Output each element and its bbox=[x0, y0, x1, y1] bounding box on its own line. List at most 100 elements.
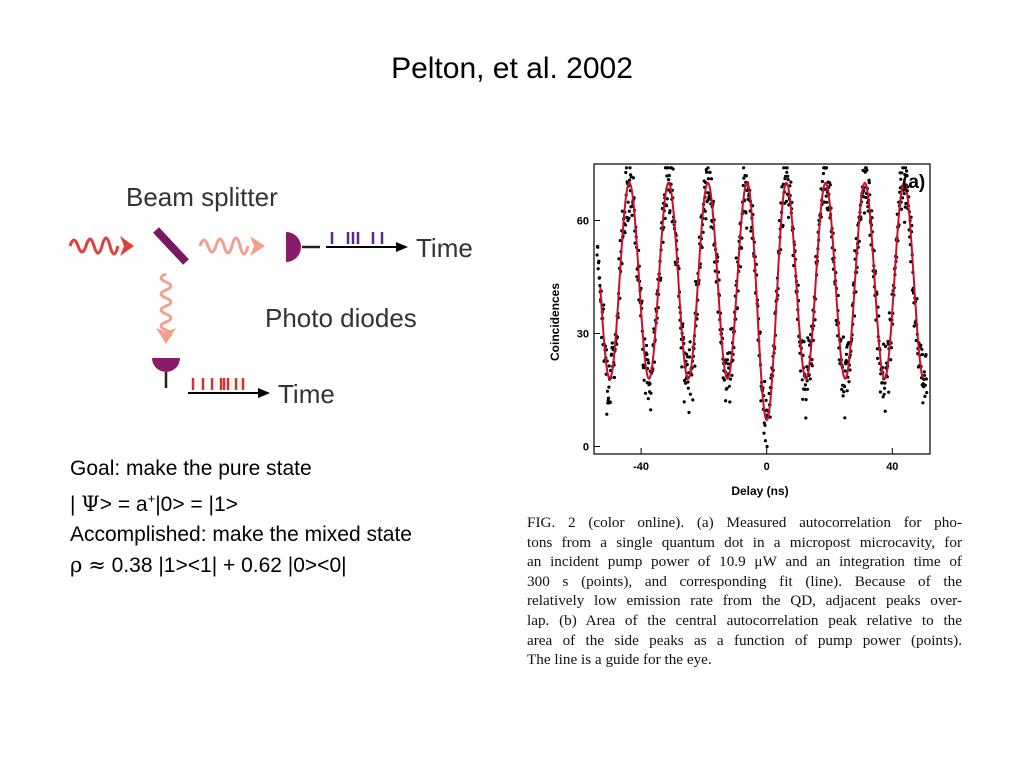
data-point bbox=[624, 170, 628, 175]
data-point bbox=[789, 180, 793, 184]
data-point bbox=[843, 416, 847, 420]
data-point bbox=[867, 178, 871, 182]
bottom-time-arrow-head bbox=[258, 388, 270, 398]
data-point bbox=[627, 209, 631, 213]
x-tick-label: 0 bbox=[764, 461, 770, 473]
data-point bbox=[899, 207, 904, 211]
data-point bbox=[610, 352, 614, 356]
transmitted-arrow-head bbox=[250, 236, 265, 256]
data-point bbox=[805, 379, 809, 383]
data-point bbox=[825, 200, 829, 204]
data-point bbox=[649, 391, 653, 395]
data-point bbox=[803, 387, 807, 392]
data-point bbox=[840, 387, 844, 391]
beam-splitter-label: Beam splitter bbox=[126, 182, 278, 212]
data-point bbox=[635, 275, 639, 279]
data-point bbox=[887, 311, 891, 315]
data-point bbox=[688, 355, 692, 359]
data-point bbox=[688, 392, 692, 396]
data-point bbox=[844, 352, 849, 356]
data-point bbox=[803, 383, 807, 387]
data-point bbox=[920, 347, 924, 351]
data-point bbox=[808, 377, 812, 381]
chart-panel-label: (a) bbox=[902, 172, 925, 193]
data-point bbox=[644, 343, 649, 348]
data-point bbox=[867, 181, 871, 185]
data-point bbox=[804, 398, 808, 402]
data-point bbox=[665, 204, 669, 208]
data-point bbox=[728, 400, 732, 404]
data-point bbox=[805, 387, 810, 391]
data-point bbox=[845, 389, 849, 393]
data-point bbox=[843, 369, 847, 373]
transmitted-photon-wave bbox=[198, 236, 250, 256]
data-point bbox=[608, 400, 612, 404]
data-point bbox=[647, 361, 651, 365]
data-point bbox=[824, 166, 829, 170]
accomplished-line: Accomplished: make the mixed state bbox=[70, 523, 412, 546]
data-point bbox=[607, 385, 611, 389]
data-point bbox=[762, 431, 766, 435]
data-point bbox=[824, 194, 828, 198]
data-point bbox=[883, 409, 887, 413]
data-point bbox=[759, 399, 763, 403]
data-point bbox=[738, 265, 743, 269]
data-point bbox=[663, 216, 667, 221]
data-point bbox=[801, 397, 805, 401]
plot-frame bbox=[593, 163, 931, 455]
data-point bbox=[626, 200, 630, 204]
fit-line bbox=[599, 181, 925, 422]
top-time-label: Time bbox=[416, 233, 473, 263]
data-point bbox=[680, 365, 684, 369]
data-point bbox=[919, 343, 923, 347]
data-point bbox=[861, 195, 866, 199]
data-point bbox=[782, 166, 786, 170]
data-point bbox=[923, 394, 927, 398]
data-point bbox=[826, 208, 830, 212]
data-point bbox=[684, 381, 688, 385]
data-point bbox=[628, 166, 632, 170]
data-point bbox=[842, 385, 847, 389]
data-point bbox=[813, 318, 817, 322]
data-point bbox=[744, 174, 748, 178]
data-point bbox=[605, 412, 609, 416]
data-point bbox=[734, 256, 738, 260]
data-point bbox=[665, 197, 669, 201]
data-point bbox=[668, 209, 672, 213]
data-point bbox=[606, 396, 611, 400]
data-point bbox=[923, 373, 927, 377]
data-point bbox=[730, 373, 734, 377]
caption-line: area of the side peaks as a function of … bbox=[527, 631, 962, 649]
caption-line: relatively low emission rate from the QD… bbox=[527, 592, 962, 610]
data-point bbox=[665, 174, 669, 178]
data-point bbox=[624, 166, 629, 170]
data-point bbox=[728, 377, 733, 381]
data-point bbox=[802, 340, 806, 344]
slide-title: Pelton, et al. 2002 bbox=[391, 52, 633, 85]
data-point bbox=[904, 201, 908, 206]
data-point bbox=[889, 358, 893, 362]
data-point bbox=[805, 365, 809, 369]
data-point bbox=[848, 368, 852, 372]
data-point bbox=[822, 200, 826, 204]
data-point bbox=[820, 179, 824, 184]
data-point bbox=[763, 379, 767, 384]
data-point bbox=[763, 423, 767, 427]
data-point bbox=[883, 381, 887, 385]
data-point bbox=[612, 375, 616, 380]
data-point bbox=[631, 176, 635, 180]
data-point bbox=[649, 408, 653, 412]
data-point bbox=[828, 183, 832, 187]
chart-y-axis-label: Coincidences bbox=[548, 283, 562, 361]
data-point bbox=[925, 391, 929, 395]
data-point bbox=[904, 166, 908, 170]
data-point bbox=[730, 326, 734, 331]
data-point bbox=[701, 230, 705, 234]
data-point bbox=[780, 185, 784, 189]
data-point bbox=[845, 345, 849, 349]
data-point bbox=[924, 377, 928, 381]
data-point bbox=[785, 170, 789, 174]
data-point bbox=[905, 174, 909, 178]
data-point bbox=[842, 390, 846, 394]
data-point bbox=[785, 166, 789, 170]
